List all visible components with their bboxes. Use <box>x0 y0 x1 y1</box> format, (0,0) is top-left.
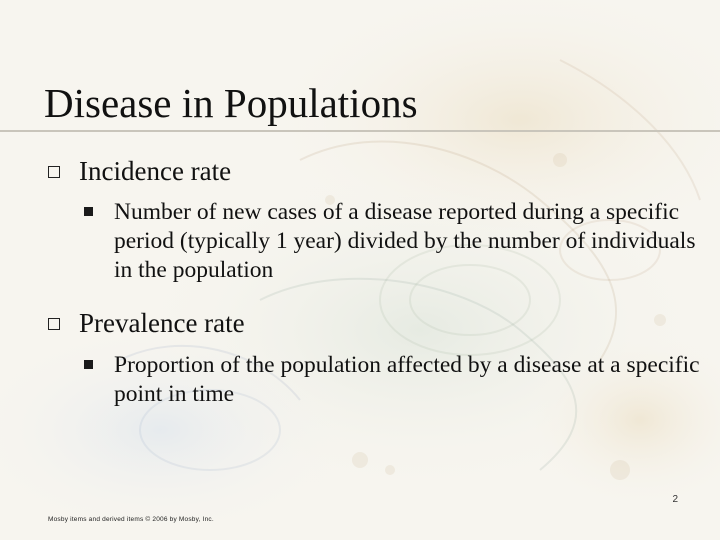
page-number: 2 <box>672 494 678 505</box>
filled-square-icon <box>84 360 93 369</box>
bullet-label: Prevalence rate <box>79 308 245 338</box>
hollow-square-icon <box>48 166 60 178</box>
filled-square-icon <box>84 207 93 216</box>
slide-title: Disease in Populations <box>44 80 418 126</box>
copyright-footer: Mosby items and derived items © 2006 by … <box>48 516 214 523</box>
sub-bullet-text: Number of new cases of a disease reporte… <box>114 199 696 283</box>
bullet-label: Incidence rate <box>79 156 232 186</box>
hollow-square-icon <box>48 318 60 330</box>
title-divider <box>0 130 720 132</box>
sub-bullet-text: Proportion of the population affected by… <box>114 352 700 407</box>
